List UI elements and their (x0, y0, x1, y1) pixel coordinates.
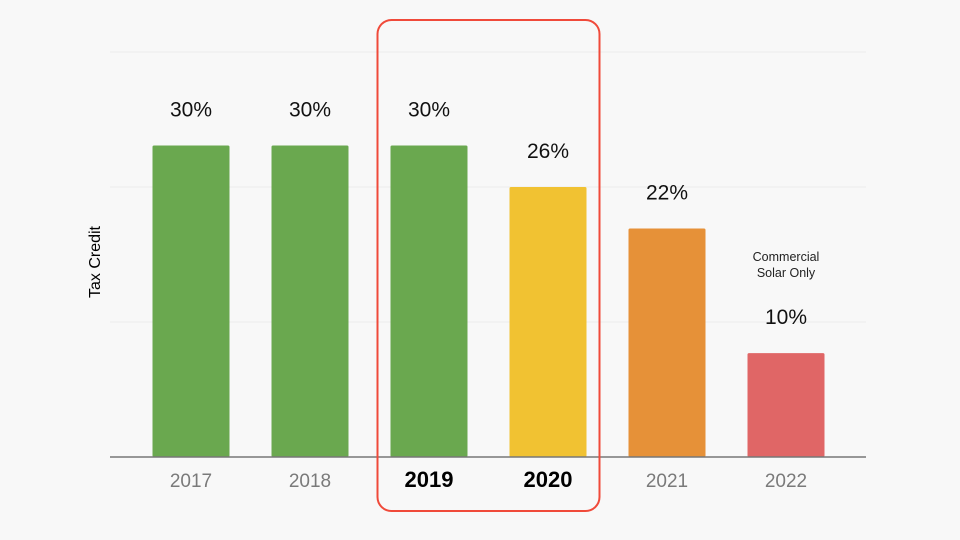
value-label-2022: 10% (765, 306, 807, 329)
value-label-2018: 30% (289, 98, 331, 121)
value-label-2017: 30% (170, 98, 212, 121)
x-tick-2022: 2022 (765, 471, 807, 492)
x-tick-2018: 2018 (289, 471, 331, 492)
x-tick-2021: 2021 (646, 471, 688, 492)
x-tick-2020: 2020 (524, 467, 573, 492)
value-label-2019: 30% (408, 98, 450, 121)
bar-2019 (390, 145, 468, 457)
bar-2020 (509, 187, 587, 457)
annotation-line: Solar Only (757, 266, 816, 280)
annotations: Commercial Solar Only (753, 250, 820, 280)
bar-2018 (271, 145, 349, 457)
bar-2017 (152, 145, 230, 457)
value-label-2020: 26% (527, 140, 569, 163)
gridlines (110, 51, 866, 323)
y-axis-label: Tax Credit (87, 225, 104, 298)
value-labels: 30% 30% 30% 26% 22% 10% (170, 98, 807, 329)
bar-2022 (747, 353, 825, 457)
x-tick-2017: 2017 (170, 471, 212, 492)
bar-2021 (628, 228, 706, 457)
highlight-box (376, 19, 601, 512)
value-label-2021: 22% (646, 182, 688, 205)
bars (152, 145, 825, 457)
x-tick-2019: 2019 (405, 467, 454, 492)
annotation-line: Commercial (753, 250, 820, 264)
x-tick-labels: 2017 2018 2019 2020 2021 2022 (170, 467, 807, 492)
